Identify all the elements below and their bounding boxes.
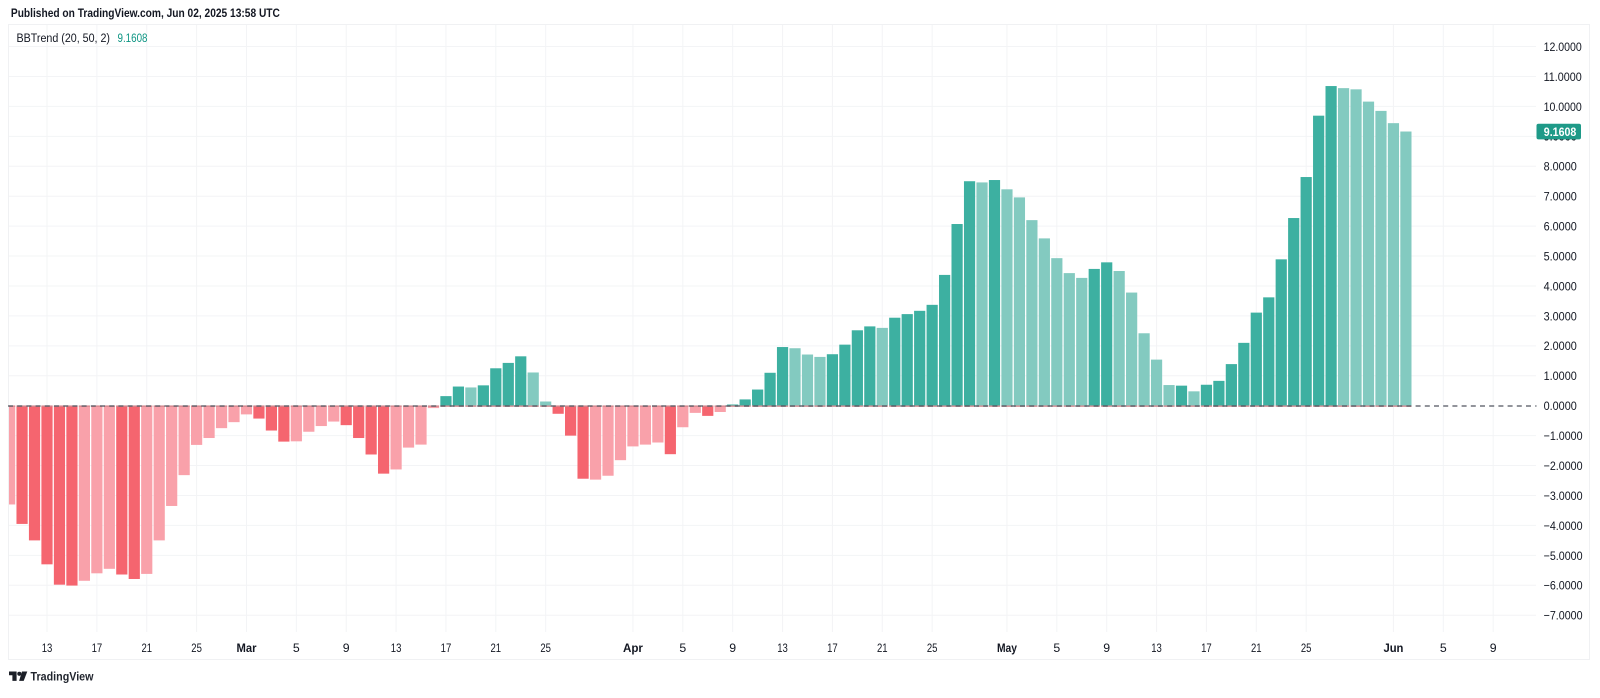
svg-text:−7.0000: −7.0000 [1544,609,1583,623]
svg-text:5: 5 [293,641,300,655]
svg-text:21: 21 [1251,641,1262,655]
svg-text:9: 9 [1490,641,1497,655]
svg-text:11.0000: 11.0000 [1544,70,1582,84]
svg-text:17: 17 [1201,641,1212,655]
svg-text:−5.0000: −5.0000 [1544,549,1583,563]
svg-text:Jun: Jun [1383,641,1403,655]
svg-text:9: 9 [343,641,350,655]
svg-text:7.0000: 7.0000 [1544,190,1577,204]
svg-text:Mar: Mar [236,641,256,655]
svg-text:1.0000: 1.0000 [1544,369,1577,383]
svg-text:5: 5 [1440,641,1447,655]
svg-text:5: 5 [1053,641,1060,655]
svg-text:May: May [997,641,1017,655]
svg-text:25: 25 [191,641,202,655]
svg-text:Apr: Apr [623,641,643,655]
svg-text:−1.0000: −1.0000 [1544,429,1583,443]
svg-text:9: 9 [729,641,736,655]
svg-text:17: 17 [441,641,452,655]
svg-text:5.0000: 5.0000 [1544,249,1577,263]
svg-text:25: 25 [540,641,551,655]
svg-text:−3.0000: −3.0000 [1544,489,1583,503]
svg-text:Published on TradingView.com,: Published on TradingView.com, Jun 02, 20… [11,6,280,20]
svg-text:TradingView: TradingView [31,672,94,684]
svg-text:−6.0000: −6.0000 [1544,579,1583,593]
svg-text:17: 17 [92,641,103,655]
svg-text:5: 5 [679,641,686,655]
svg-text:21: 21 [491,641,502,655]
svg-text:13: 13 [777,641,788,655]
svg-text:13: 13 [1151,641,1162,655]
svg-text:−4.0000: −4.0000 [1544,519,1583,533]
svg-text:4.0000: 4.0000 [1544,279,1577,293]
svg-text:2.0000: 2.0000 [1544,339,1577,353]
svg-text:21: 21 [877,641,888,655]
svg-text:17: 17 [827,641,838,655]
svg-text:13: 13 [42,641,53,655]
svg-text:10.0000: 10.0000 [1544,100,1582,114]
svg-text:12.0000: 12.0000 [1544,40,1582,54]
svg-text:13: 13 [391,641,402,655]
svg-text:25: 25 [1301,641,1312,655]
svg-text:−2.0000: −2.0000 [1544,459,1583,473]
svg-text:BBTrend (20, 50, 2): BBTrend (20, 50, 2) [17,31,111,45]
svg-text:9: 9 [1103,641,1110,655]
svg-text:21: 21 [141,641,152,655]
svg-text:0.0000: 0.0000 [1544,399,1577,413]
svg-text:9.1608: 9.1608 [1544,126,1577,139]
svg-text:25: 25 [927,641,938,655]
svg-text:9.1608: 9.1608 [118,31,148,45]
svg-text:3.0000: 3.0000 [1544,309,1577,323]
svg-text:6.0000: 6.0000 [1544,220,1577,234]
svg-text:8.0000: 8.0000 [1544,160,1577,174]
